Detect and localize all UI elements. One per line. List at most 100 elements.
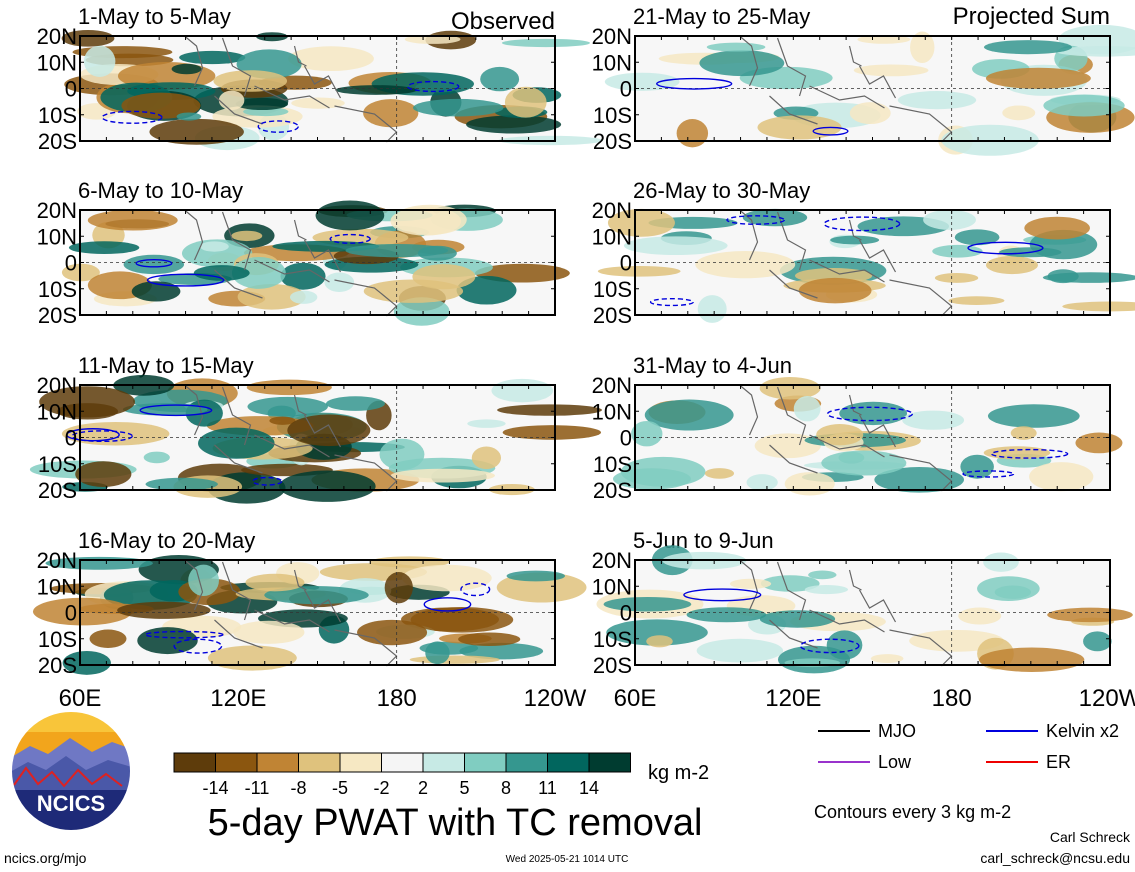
colorbar-swatch [422,752,465,773]
pwat-anomaly-patch [137,627,198,655]
pwat-anomaly-patch [623,236,728,256]
pwat-anomaly-patch [467,419,506,428]
lat-tick-label: 10N [592,399,632,424]
pwat-anomaly-patch [986,256,1038,275]
pwat-anomaly-patch [985,67,1091,89]
kelvin-contour [257,120,299,133]
pwat-anomaly-patch [425,641,450,665]
coastline [739,559,759,611]
lat-tick-label: 10S [593,452,632,477]
pwat-anomaly-patch [412,264,476,290]
colorbar-units: kg m-2 [648,762,709,784]
kelvin-contour [656,77,733,90]
coastline [769,95,818,125]
pwat-anomaly-patch [857,35,911,44]
coastline [848,219,862,241]
observed-header: Observed [451,8,555,35]
pwat-anomaly-patch [61,29,115,47]
pwat-anomaly-patch [410,606,514,633]
kelvin-contour [251,476,283,486]
colorbar-swatch [215,752,258,773]
coastline [889,279,953,317]
pwat-anomaly-patch [757,115,842,140]
pwat-anomaly-patch [471,446,502,470]
lat-tick-label: 20S [593,478,632,503]
coastline [848,569,862,591]
lon-tick-label: 120E [210,685,266,712]
pwat-anomaly-patch [934,273,979,283]
colorbar: -14 -11 -8 -5 -2 2 5 8 11 14 [173,752,631,798]
pwat-anomaly-patch [607,208,675,237]
lat-tick-label: 10N [37,574,77,599]
ncics-logo: NCICS [10,710,132,832]
pwat-anomaly-patch [384,572,413,604]
lat-tick-label: 20S [593,129,632,154]
coastline [254,85,330,109]
colorbar-swatch [173,752,216,773]
kelvin-contour [144,630,224,639]
panel-title: 21-May to 25-May [633,4,810,29]
legend-label: ER [1046,752,1071,772]
lat-tick-label: 20N [592,548,632,573]
panel-title: 16-May to 20-May [78,528,255,553]
coastline [858,239,897,273]
kelvin-contour [101,110,163,124]
coastline [858,589,897,623]
lat-tick-label: 20S [593,653,632,678]
pwat-anomaly-patch [979,647,1085,672]
coastline [303,414,342,448]
coastline [214,619,263,649]
coastline [221,211,252,271]
colorbar-label: -11 [245,778,270,798]
pwat-anomaly-patch [746,474,778,491]
pwat-anomaly-patch [839,401,908,426]
pwat-anomaly-patch [393,297,450,326]
pwat-anomaly-patch [188,564,219,597]
lat-tick-label: 0 [65,77,77,102]
lat-tick-label: 20N [592,198,632,223]
pwat-anomaly-patch [1047,269,1079,284]
coastline [214,444,263,474]
footer-timestamp: Wed 2025-05-21 1014 UTC [506,854,629,865]
lat-tick-label: 20S [38,478,77,503]
coastline [293,45,307,67]
pwat-anomaly-patch [1062,301,1135,312]
pwat-anomaly-patch [456,275,517,305]
kelvin-contour [135,259,173,268]
kelvin-contour [460,582,491,597]
kelvin-contour [329,233,371,244]
pwat-anomaly-patch [363,99,419,128]
pwat-anomaly-patch [413,98,504,117]
coastline [254,434,330,458]
pwat-anomaly-patch [466,115,562,134]
lat-tick-label: 10S [38,627,77,652]
coastline [769,619,818,649]
pwat-anomaly-patch [612,468,691,490]
lat-tick-label: 10N [37,50,77,75]
coastline [776,561,807,621]
coastline [776,386,807,446]
coastline [776,37,807,97]
coastline [858,65,897,99]
lon-tick-label: 180 [932,685,972,712]
pwat-anomaly-patch [213,70,288,92]
pwat-anomaly-patch [68,241,140,255]
coastline [221,561,252,621]
coastline [221,386,252,446]
pwat-anomaly-patch [145,477,218,491]
lat-tick-label: 10S [38,103,77,128]
colorbar-label: 14 [579,778,599,798]
lat-tick-label: 0 [620,251,632,276]
lat-tick-label: 0 [65,251,77,276]
pwat-anomaly-patch [246,379,332,396]
pwat-anomaly-patch [793,395,821,422]
colorbar-label: -5 [332,778,348,798]
kelvin-contour [823,216,901,232]
kelvin-contour [962,470,1015,478]
pwat-anomaly-patch [231,230,263,242]
pwat-anomaly-patch [181,239,253,268]
kelvin-contour [423,597,472,612]
colorbar-label: 8 [501,778,511,798]
pwat-anomaly-patch [644,399,734,431]
